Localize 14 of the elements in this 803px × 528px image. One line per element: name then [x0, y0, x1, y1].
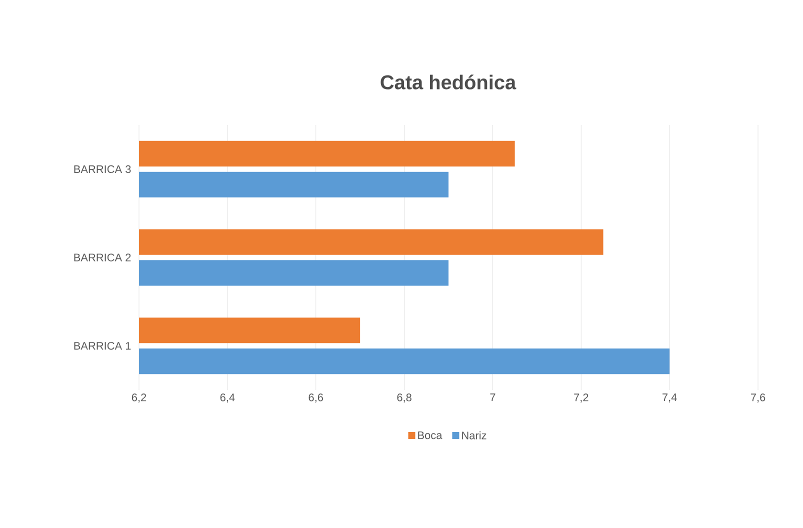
y-tick-label: BARRICA 3	[74, 165, 131, 174]
x-tick-label: 6,6	[308, 394, 323, 403]
y-tick-label: BARRICA 1	[74, 342, 131, 350]
x-tick-label: 7,4	[662, 394, 677, 402]
x-tick-label: 7	[490, 394, 496, 402]
x-tick-label: 6,2	[132, 394, 146, 403]
x-tick-label: 7,2	[574, 394, 588, 403]
chart-title: Cata hedónica	[380, 74, 516, 90]
x-tick-label: 6,8	[397, 394, 412, 403]
y-tick-label: BARRICA 2	[74, 254, 131, 262]
legend-label: Boca	[418, 431, 442, 440]
x-tick-label: 7,6	[750, 394, 766, 403]
legend-label: Nariz	[462, 431, 486, 440]
x-tick-label: 6,4	[220, 394, 235, 403]
